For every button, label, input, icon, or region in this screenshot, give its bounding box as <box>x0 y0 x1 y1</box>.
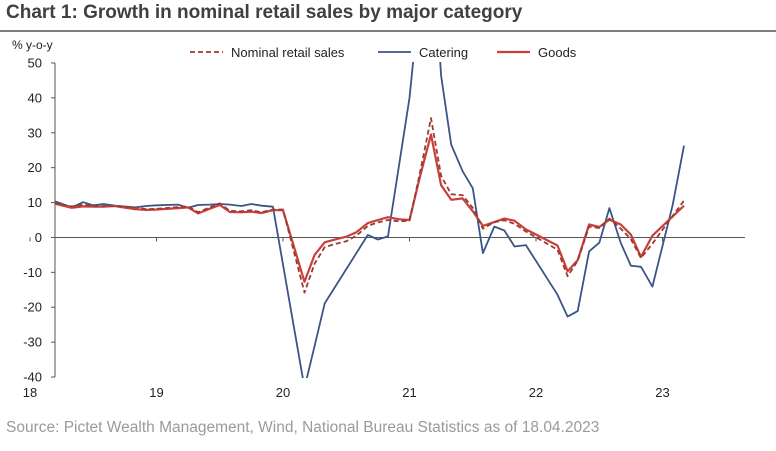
y-tick-label: -20 <box>23 300 42 315</box>
y-tick-label: 20 <box>28 160 42 175</box>
y-tick-label: 0 <box>35 230 42 245</box>
chart-title: Chart 1: Growth in nominal retail sales … <box>6 2 523 23</box>
legend-label-catering: Catering <box>419 45 468 60</box>
x-tick-label: 23 <box>655 385 669 400</box>
source-note: Source: Pictet Wealth Management, Wind, … <box>6 419 600 436</box>
y-tick-label: 50 <box>28 56 42 71</box>
series-lines <box>55 62 685 378</box>
x-tick-label: 18 <box>23 385 37 400</box>
y-tick-label: -10 <box>23 265 42 280</box>
y-tick-label: 40 <box>28 90 42 105</box>
y-tick-label: 10 <box>28 195 42 210</box>
y-axis-label: % y-o-y <box>12 38 53 52</box>
legend-label-nominal: Nominal retail sales <box>231 45 345 60</box>
axes <box>29 62 745 378</box>
title-rule <box>0 30 776 32</box>
x-tick-label: 20 <box>276 385 290 400</box>
y-tick-label: 30 <box>28 125 42 140</box>
legend-label-goods: Goods <box>538 45 577 60</box>
x-tick-label: 19 <box>149 385 163 400</box>
x-tick-label: 21 <box>402 385 416 400</box>
series-line-goods <box>55 133 685 283</box>
x-tick-label: 22 <box>529 385 543 400</box>
legend: Nominal retail sales Catering Goods <box>190 45 577 60</box>
y-tick-label: -40 <box>23 370 42 385</box>
series-line-catering <box>55 62 685 378</box>
y-tick-label: -30 <box>23 335 42 350</box>
